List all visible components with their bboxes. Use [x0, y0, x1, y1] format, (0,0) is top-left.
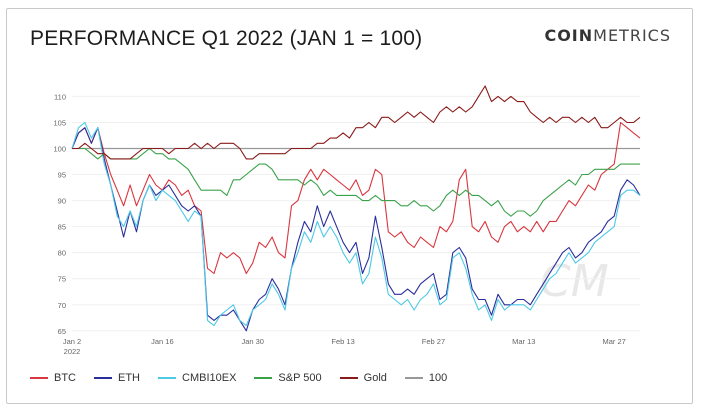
y-tick-label: 85	[58, 223, 66, 232]
watermark-logo: CM	[540, 256, 609, 307]
legend-swatch	[158, 377, 176, 379]
y-tick-label: 70	[58, 301, 66, 310]
legend-item[interactable]: CMBI10EX	[158, 372, 236, 384]
legend-label: S&P 500	[278, 372, 322, 384]
y-tick-label: 100	[53, 145, 66, 154]
x-tick-label: Feb 27	[422, 337, 445, 346]
legend-item[interactable]: ETH	[94, 372, 140, 384]
series-line-s-p-500	[72, 147, 640, 217]
series-line-eth	[71, 127, 641, 332]
legend-swatch	[94, 377, 112, 379]
y-tick-label: 75	[58, 275, 66, 284]
legend-swatch	[254, 377, 273, 379]
y-tick-label: 105	[53, 118, 66, 127]
chart-title: PERFORMANCE Q1 2022 (JAN 1 = 100)	[30, 27, 423, 50]
legend-swatch	[30, 377, 48, 379]
legend-label: Gold	[363, 372, 387, 384]
y-tick-label: 65	[58, 327, 66, 336]
legend-label: 100	[428, 372, 448, 384]
x-tick-label: Feb 13	[331, 337, 354, 346]
y-tick-label: 90	[58, 197, 66, 206]
x-tick-label: Jan 2	[63, 337, 81, 346]
y-tick-label: 95	[58, 171, 66, 180]
legend-item[interactable]: Gold	[339, 372, 387, 384]
brand-logo-light: METRICS	[593, 26, 671, 45]
chart-legend: BTC ETH CMBI10EX S&P 500 Gold 100	[30, 372, 447, 384]
x-tick-label: Mar 27	[603, 337, 626, 346]
y-tick-label: 80	[58, 249, 66, 258]
series-line-cmbi10ex	[71, 121, 641, 327]
legend-swatch	[339, 377, 358, 379]
brand-logo-bold: COIN	[544, 26, 594, 45]
chart-frame	[6, 8, 693, 404]
legend-label: CMBI10EX	[182, 372, 237, 384]
legend-item[interactable]: BTC	[30, 372, 76, 384]
x-tick-label: Mar 13	[512, 337, 535, 346]
legend-swatch	[404, 377, 423, 379]
x-tick-sublabel: 2022	[64, 347, 81, 356]
y-tick-label: 110	[54, 92, 66, 101]
x-tick-label: Jan 30	[241, 337, 264, 346]
brand-logo: COINMETRICS	[544, 26, 671, 45]
series-line-gold	[72, 85, 641, 160]
x-tick-label: Jan 16	[151, 337, 174, 346]
legend-item[interactable]: 100	[404, 372, 448, 384]
legend-item[interactable]: S&P 500	[254, 372, 322, 384]
legend-label: BTC	[54, 372, 76, 384]
legend-label: ETH	[118, 372, 140, 384]
series-line-btc	[71, 121, 641, 275]
